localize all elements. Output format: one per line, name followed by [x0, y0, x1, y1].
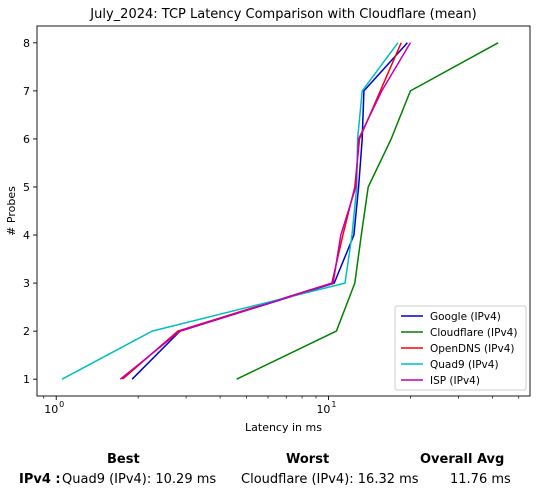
x-axis-label: Latency in ms — [245, 421, 322, 434]
overall-avg-header: Overall Avg — [420, 452, 504, 467]
legend-label-1: Cloudflare (IPv4) — [430, 327, 517, 339]
y-tick-label: 7 — [23, 85, 30, 98]
y-tick-label: 8 — [23, 37, 30, 50]
best-value: Quad9 (IPv4): 10.29 ms — [62, 472, 216, 487]
y-tick-label: 4 — [23, 229, 30, 242]
legend-label-4: ISP (IPv4) — [430, 375, 480, 387]
ipv4-row-label: IPv4 : — [19, 472, 61, 487]
x-tick-label: 10 — [316, 403, 330, 416]
series-line-0 — [132, 43, 407, 379]
y-tick-label: 5 — [23, 181, 30, 194]
x-tick-exponent: 1 — [331, 400, 336, 409]
legend-label-2: OpenDNS (IPv4) — [430, 343, 515, 355]
y-tick-label: 2 — [23, 325, 30, 338]
overall-avg-value: 11.76 ms — [450, 472, 511, 487]
best-header: Best — [107, 452, 140, 467]
y-tick-label: 6 — [23, 133, 30, 146]
x-tick-label: 10 — [44, 403, 58, 416]
y-axis-label: # Probes — [5, 186, 18, 236]
x-tick-exponent: 0 — [59, 400, 64, 409]
legend-label-3: Quad9 (IPv4) — [430, 359, 499, 371]
chart-title: July_2024: TCP Latency Comparison with C… — [89, 7, 476, 22]
y-tick-label: 3 — [23, 277, 30, 290]
latency-chart: July_2024: TCP Latency Comparison with C… — [0, 0, 541, 440]
y-tick-label: 1 — [23, 373, 30, 386]
legend-label-0: Google (IPv4) — [430, 311, 501, 323]
worst-value: Cloudflare (IPv4): 16.32 ms — [241, 472, 419, 487]
worst-header: Worst — [286, 452, 329, 467]
